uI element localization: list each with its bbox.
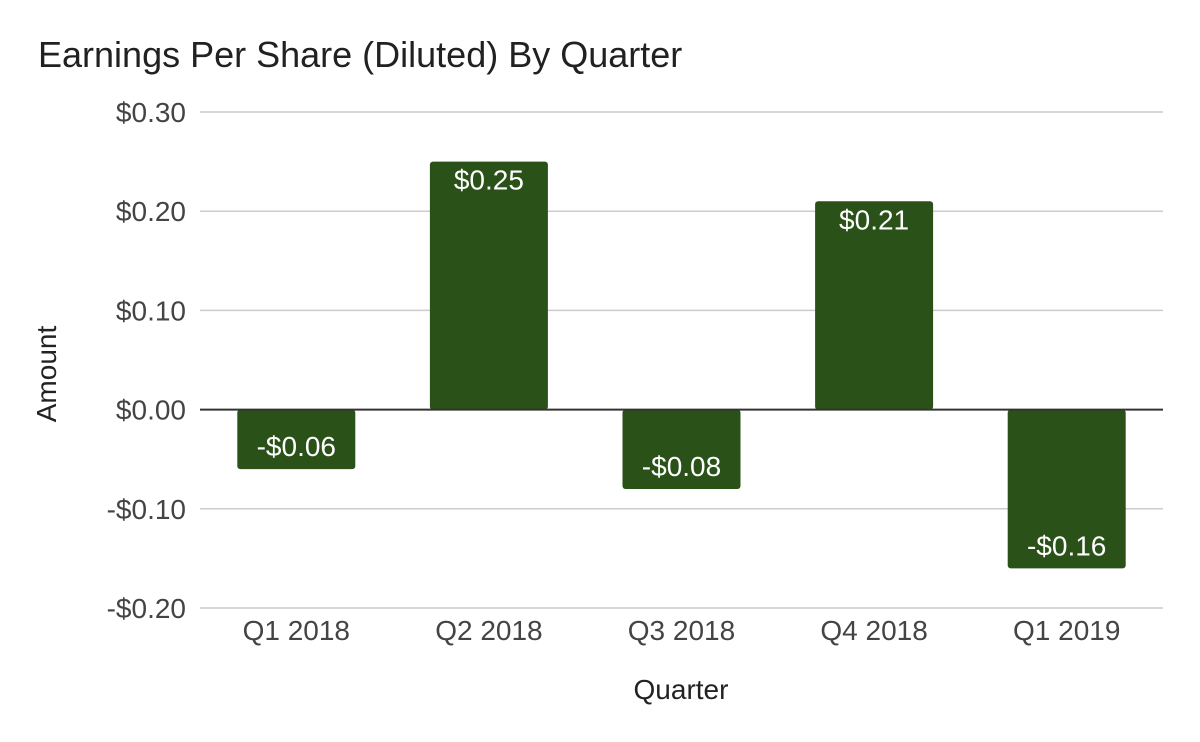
- bar: [622, 409, 741, 489]
- bars: [237, 161, 1126, 569]
- y-tick-label: $0.30: [116, 97, 186, 128]
- y-axis-title: Amount: [31, 326, 62, 423]
- y-tick-label: $0.20: [116, 196, 186, 227]
- bar-value-label: -$0.06: [257, 431, 336, 462]
- y-axis-ticks: $0.30 $0.20 $0.10 $0.00 -$0.10 -$0.20: [107, 97, 186, 624]
- y-tick-label: -$0.10: [107, 494, 186, 525]
- x-tick-label: Q1 2018: [243, 615, 350, 646]
- bar-labels: -$0.06 $0.25 -$0.08 $0.21 -$0.16: [257, 165, 1107, 562]
- bar-value-label: $0.21: [839, 204, 909, 235]
- x-tick-label: Q4 2018: [820, 615, 927, 646]
- x-axis-title: Quarter: [634, 674, 729, 705]
- bar: [1007, 409, 1126, 569]
- y-tick-label: $0.00: [116, 395, 186, 426]
- x-axis-ticks: Q1 2018 Q2 2018 Q3 2018 Q4 2018 Q1 2019: [243, 615, 1121, 646]
- chart-title: Earnings Per Share (Diluted) By Quarter: [38, 34, 683, 75]
- bar-value-label: -$0.16: [1027, 530, 1106, 561]
- bar: [429, 161, 548, 410]
- x-tick-label: Q1 2019: [1013, 615, 1120, 646]
- grid-lines: [200, 111, 1163, 609]
- y-tick-label: $0.10: [116, 295, 186, 326]
- x-tick-label: Q3 2018: [628, 615, 735, 646]
- bar: [815, 201, 934, 410]
- bar: [237, 409, 356, 470]
- bar-value-label: $0.25: [454, 165, 524, 196]
- bar-value-label: -$0.08: [642, 451, 721, 482]
- x-tick-label: Q2 2018: [435, 615, 542, 646]
- y-tick-label: -$0.20: [107, 593, 186, 624]
